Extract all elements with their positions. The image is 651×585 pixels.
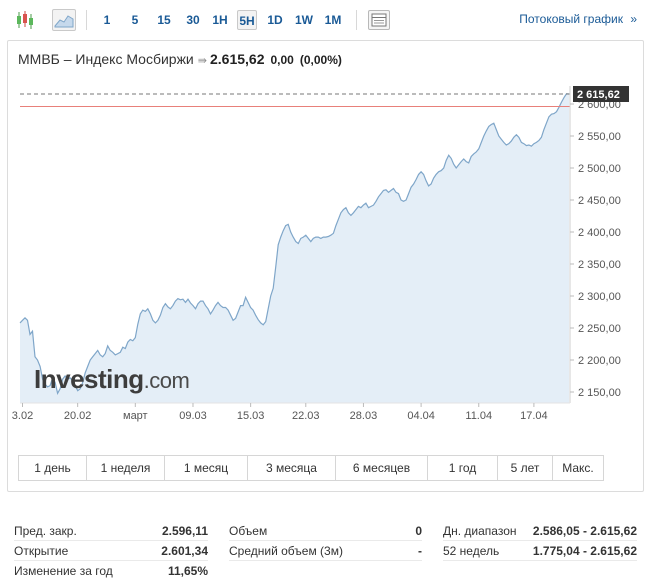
stat-value: - — [418, 544, 422, 558]
x-tick-label: март — [123, 410, 148, 422]
x-tick-label: 15.03 — [237, 410, 265, 422]
stat-open: Открытие 2.601,34 — [14, 543, 208, 559]
stat-value: 1.775,04 - 2.615,62 — [532, 544, 637, 558]
toolbar-divider — [356, 10, 357, 30]
last-price-label: 2 615,62 — [577, 89, 620, 101]
x-tick-label: 11.04 — [465, 410, 492, 422]
x-tick-label: 04.04 — [407, 410, 435, 422]
y-tick-label: 2 500,00 — [578, 163, 621, 175]
interval-5h-button[interactable]: 5H — [237, 10, 257, 30]
interval-1w-button[interactable]: 1W — [295, 13, 313, 27]
stat-value: 2.601,34 — [161, 544, 208, 558]
price-area-fill — [20, 93, 569, 404]
time-range-selector: 1 день 1 неделя 1 месяц 3 месяца 6 месяцев 1 … — [18, 455, 604, 481]
divider — [229, 560, 422, 561]
chart-toolbar: 1 5 15 30 1H 5H 1D 1W 1M Потоковый график » — [0, 0, 651, 40]
interval-15-button[interactable]: 15 — [157, 13, 171, 27]
price-change-percent: (0,00%) — [299, 53, 342, 67]
range-button[interactable]: 1 месяц — [165, 456, 248, 480]
stat-year-change: Изменение за год 11,65% — [14, 563, 208, 579]
x-tick-label: 17.04 — [520, 410, 548, 422]
price-chart[interactable]: 2 150,00 2 200,00 2 250,00 2 300,00 2 350,00… — [8, 86, 644, 446]
stat-52-week: 52 недель 1.775,04 - 2.615,62 — [443, 543, 637, 559]
range-button[interactable]: 1 день — [19, 456, 87, 480]
y-tick-label: 2 200,00 — [578, 355, 621, 367]
range-button[interactable]: 3 месяца — [248, 456, 336, 480]
range-button[interactable]: 5 лет — [498, 456, 553, 480]
divider — [229, 540, 422, 541]
y-tick-label: 2 250,00 — [578, 323, 621, 335]
x-tick-label: 09.03 — [179, 410, 207, 422]
price-change: 0,00 — [270, 53, 294, 67]
interval-1-button[interactable]: 1 — [103, 13, 111, 27]
x-tick-label: 20.02 — [64, 410, 92, 422]
chart-panel: ММВБ – Индекс Мосбиржи ⇛ 2.615,62 0,00 (0,00… — [7, 40, 644, 492]
stat-prev-close: Пред. закр. 2.596,11 — [14, 523, 208, 539]
stat-value: 0 — [415, 524, 422, 538]
quote-header: ММВБ – Индекс Мосбиржи ⇛ 2.615,62 0,00 (0,00… — [18, 51, 342, 67]
range-button[interactable]: 1 неделя — [87, 456, 165, 480]
toolbar-divider — [86, 10, 87, 30]
area-chart-icon[interactable] — [52, 9, 76, 31]
interval-1h-button[interactable]: 1H — [212, 13, 228, 27]
stat-label: Объем — [229, 524, 268, 538]
stat-label: Открытие — [14, 544, 69, 558]
stat-day-range: Дн. диапазон 2.586,05 - 2.615,62 — [443, 523, 637, 539]
stat-label: 52 недель — [443, 544, 500, 558]
range-button[interactable]: Макс. — [553, 456, 603, 480]
last-price: 2.615,62 — [209, 51, 265, 67]
range-button[interactable]: 6 месяцев — [336, 456, 428, 480]
stat-label: Дн. диапазон — [443, 524, 517, 538]
divider — [443, 540, 637, 541]
x-tick-label: 22.03 — [292, 410, 320, 422]
x-tick-label: 3.02 — [12, 410, 33, 422]
price-chart-svg[interactable]: 2 150,00 2 200,00 2 250,00 2 300,00 2 350,00… — [8, 86, 644, 446]
stat-value: 2.586,05 - 2.615,62 — [532, 524, 637, 538]
investing-logo-suffix: .com — [143, 368, 190, 393]
y-tick-label: 2 350,00 — [578, 259, 621, 271]
interval-1m-button[interactable]: 1M — [324, 13, 342, 27]
interval-1d-button[interactable]: 1D — [267, 13, 283, 27]
stat-volume: Объем 0 — [229, 523, 422, 539]
investing-logo-main: Investing — [34, 364, 144, 394]
y-tick-label: 2 300,00 — [578, 291, 621, 303]
chart-settings-icon[interactable] — [368, 10, 390, 30]
streaming-chart-label[interactable]: Потоковый график — [519, 12, 623, 26]
divider — [14, 560, 208, 561]
divider — [443, 560, 637, 561]
interval-30-button[interactable]: 30 — [186, 13, 200, 27]
interval-5-button[interactable]: 5 — [131, 13, 139, 27]
y-tick-label: 2 150,00 — [578, 387, 621, 399]
streaming-chart-link[interactable]: Потоковый график » — [519, 12, 637, 26]
range-button[interactable]: 1 год — [428, 456, 498, 480]
stat-label: Пред. закр. — [14, 524, 77, 538]
y-tick-label: 2 550,00 — [578, 131, 621, 143]
last-price-label-box — [573, 86, 629, 103]
stat-label: Средний объем (3м) — [229, 544, 343, 558]
candlestick-icon[interactable] — [14, 9, 36, 31]
stat-avg-volume: Средний объем (3м) - — [229, 543, 422, 559]
y-tick-label: 2 400,00 — [578, 227, 621, 239]
stat-value: 2.596,11 — [161, 524, 208, 538]
instrument-name: ММВБ – Индекс Мосбиржи — [18, 51, 194, 67]
x-tick-label: 28.03 — [350, 410, 378, 422]
y-tick-label: 2 450,00 — [578, 195, 621, 207]
double-chevron-right-icon: » — [630, 12, 637, 26]
price-line — [19, 93, 570, 395]
stat-label: Изменение за год — [14, 564, 113, 578]
divider — [14, 540, 208, 541]
double-arrow-right-icon: ⇛ — [197, 55, 207, 67]
investing-logo: Investing.com — [34, 364, 190, 395]
stat-value: 11,65% — [167, 564, 208, 578]
